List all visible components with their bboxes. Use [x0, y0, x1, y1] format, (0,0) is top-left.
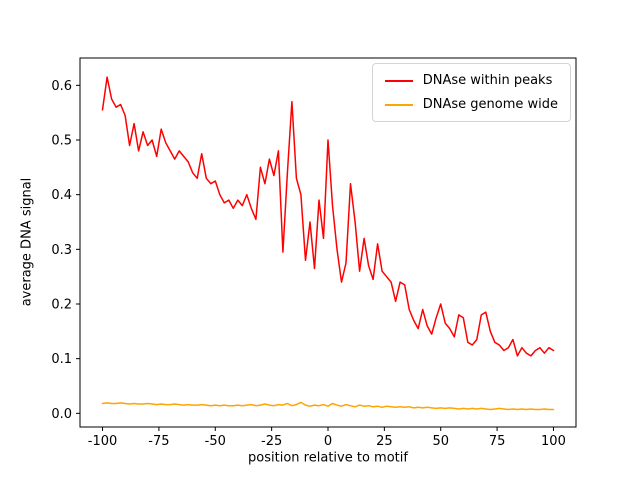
- legend-line-swatch-orange: [384, 103, 413, 106]
- y-tick-label: 0.1: [51, 352, 72, 367]
- x-tick-label: 75: [489, 434, 506, 449]
- x-axis-label: position relative to motif: [248, 450, 408, 466]
- y-tick-label: 0.6: [51, 79, 72, 94]
- x-tick-label: -100: [88, 434, 118, 449]
- x-tick-label: -75: [148, 434, 169, 449]
- y-tick-label: 0.2: [51, 298, 72, 313]
- y-tick-label: 0.3: [51, 243, 72, 258]
- x-tick-label: 25: [376, 434, 393, 449]
- x-tick-label: -50: [205, 434, 226, 449]
- x-tick-label: -25: [261, 434, 282, 449]
- legend-item-dnase-within-peaks: DNAse within peaks: [384, 73, 558, 88]
- y-tick-label: 0.4: [51, 188, 72, 203]
- x-tick-label: 100: [541, 434, 566, 449]
- x-tick-label: 0: [324, 434, 332, 449]
- x-tick-label: 50: [432, 434, 449, 449]
- legend-label: DNAse genome wide: [422, 97, 558, 112]
- legend-item-dnase-genome-wide: DNAse genome wide: [384, 97, 558, 112]
- legend-line-swatch-red: [384, 79, 413, 82]
- y-tick-label: 0.5: [51, 134, 72, 149]
- series-line-1: [101, 76, 555, 357]
- series-line-2: [101, 401, 555, 411]
- y-axis-label: average DNA signal: [19, 177, 35, 307]
- legend-label: DNAse within peaks: [422, 73, 553, 88]
- y-tick-label: 0.0: [51, 407, 72, 422]
- legend: DNAse within peaks DNAse genome wide: [371, 63, 571, 122]
